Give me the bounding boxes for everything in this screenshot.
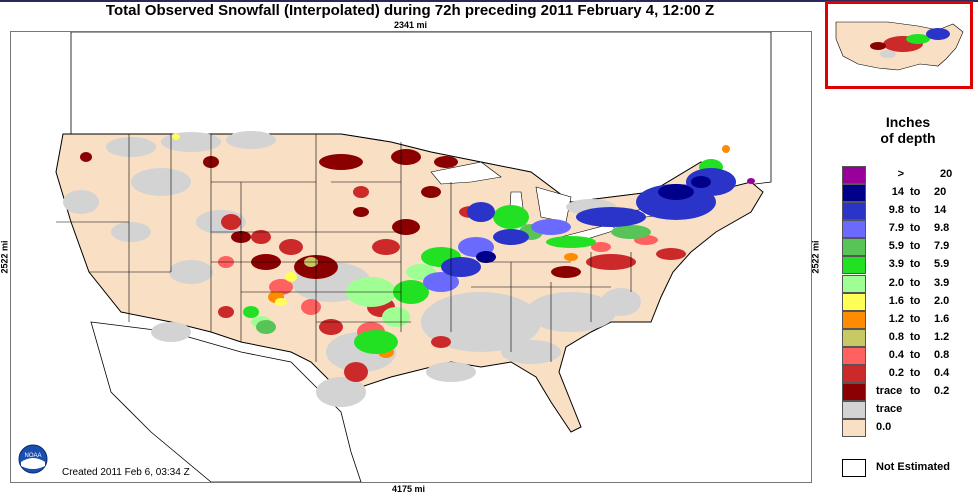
legend-row: 0.4 to 0.8 <box>842 346 972 365</box>
legend-range-high: 0.2 <box>934 385 950 398</box>
legend-range-high: 0.8 <box>934 348 950 361</box>
legend-row: 1.6 to 2.0 <box>842 292 972 311</box>
mexico-region <box>90 321 362 482</box>
legend-range-low: 1.6 <box>888 294 904 307</box>
legend-range-high: 20 <box>940 168 953 180</box>
overview-inset-map[interactable] <box>825 1 973 89</box>
legend-swatch <box>842 238 866 257</box>
legend-range-high: 2.0 <box>934 294 950 307</box>
legend-row: 0.8 to 1.2 <box>842 328 972 347</box>
legend-range-low: trace <box>876 385 903 398</box>
legend: >20 14 to 20 9.8 to 14 7.9 to 9.8 5.9 to 7.9 3.9 to 5.9… <box>842 166 972 438</box>
legend-row: trace to 0.2 <box>842 383 972 402</box>
legend-range-low: 3.9 <box>888 258 904 271</box>
legend-row: 0.2 to 0.4 <box>842 365 972 384</box>
legend-range-to: to <box>910 222 921 235</box>
legend-swatch <box>842 310 866 329</box>
legend-swatch <box>842 383 866 402</box>
legend-range-low: 9.8 <box>888 204 904 217</box>
legend-range-high: 7.9 <box>934 240 950 253</box>
state-borders <box>56 134 632 362</box>
legend-row: 9.8 to 14 <box>842 202 972 221</box>
legend-swatch <box>842 328 866 347</box>
created-timestamp: Created 2011 Feb 6, 03:34 Z <box>62 467 190 478</box>
legend-row: 14 to 20 <box>842 184 972 203</box>
legend-range-high: 1.6 <box>934 312 950 325</box>
legend-swatch <box>842 166 866 184</box>
lake-superior <box>430 161 502 185</box>
legend-range-high: 5.9 <box>934 258 950 271</box>
legend-range-to: to <box>910 348 921 361</box>
legend-range-high: 1.2 <box>934 330 950 343</box>
snow-14-20 <box>476 176 711 263</box>
legend-range-to: to <box>910 258 921 271</box>
legend-row: >20 <box>842 166 972 184</box>
legend-swatch <box>842 184 866 203</box>
legend-swatch <box>842 256 866 275</box>
legend-row: 1.2 to 1.6 <box>842 310 972 329</box>
legend-range-to: to <box>910 312 921 325</box>
legend-range-low: 14 <box>891 186 904 199</box>
legend-title-line1: Inches <box>885 114 931 130</box>
not-estimated-label: Not Estimated <box>876 461 950 473</box>
legend-range-to: to <box>910 276 921 289</box>
legend-row: 5.9 to 7.9 <box>842 238 972 257</box>
legend-range-to: to <box>910 367 921 380</box>
legend-swatch <box>842 419 866 438</box>
legend-row: trace <box>842 401 972 420</box>
snow-over-20 <box>747 178 755 184</box>
legend-range-to: to <box>910 240 921 253</box>
legend-range-low: 5.9 <box>888 240 904 253</box>
legend-swatch <box>842 202 866 221</box>
svg-text:NOAA: NOAA <box>24 453 41 459</box>
legend-range-low: 0.0 <box>876 421 892 434</box>
legend-range-low: 0.2 <box>888 367 904 380</box>
distance-label-top: 2341 mi <box>394 20 428 30</box>
legend-range-high: 14 <box>934 204 947 217</box>
legend-row: 3.9 to 5.9 <box>842 256 972 275</box>
snowfall-map[interactable] <box>10 31 812 483</box>
top-border <box>0 0 978 2</box>
not-estimated-swatch <box>842 459 866 477</box>
legend-range-to: to <box>910 330 921 343</box>
legend-range-low: 0.8 <box>888 330 904 343</box>
noaa-logo: NOAA <box>18 444 48 474</box>
legend-range-high: 3.9 <box>934 276 950 289</box>
legend-range-low: 7.9 <box>888 222 904 235</box>
legend-swatch <box>842 274 866 293</box>
legend-title: Inches of depth <box>848 114 968 146</box>
legend-range-to: to <box>910 385 921 398</box>
legend-swatch <box>842 220 866 239</box>
map-canvas <box>55 32 772 482</box>
legend-range-high: 20 <box>934 186 947 199</box>
legend-range-low: 0.4 <box>888 348 904 361</box>
distance-label-left: 2522 mi <box>0 240 10 274</box>
legend-range-low: trace <box>876 403 903 416</box>
legend-row: 7.9 to 9.8 <box>842 220 972 239</box>
distance-label-right: 2522 mi <box>810 240 821 274</box>
legend-swatch <box>842 346 866 365</box>
legend-row: 0.0 <box>842 419 972 438</box>
legend-swatch <box>842 292 866 311</box>
legend-range-low: > <box>897 168 904 180</box>
legend-swatch <box>842 365 866 384</box>
legend-range-low: 2.0 <box>888 276 904 289</box>
legend-range-high: 9.8 <box>934 222 950 235</box>
map-title: Total Observed Snowfall (Interpolated) d… <box>105 2 715 19</box>
legend-range-to: to <box>910 186 921 199</box>
legend-range-to: to <box>910 204 921 217</box>
legend-row: 2.0 to 3.9 <box>842 274 972 293</box>
legend-swatch <box>842 401 866 420</box>
legend-range-high: 0.4 <box>934 367 950 380</box>
legend-range-to: to <box>910 294 921 307</box>
distance-label-bottom: 4175 mi <box>392 484 426 494</box>
legend-title-line2: of depth <box>880 130 936 146</box>
legend-range-low: 1.2 <box>888 312 904 325</box>
snow-02-04 <box>218 186 686 382</box>
